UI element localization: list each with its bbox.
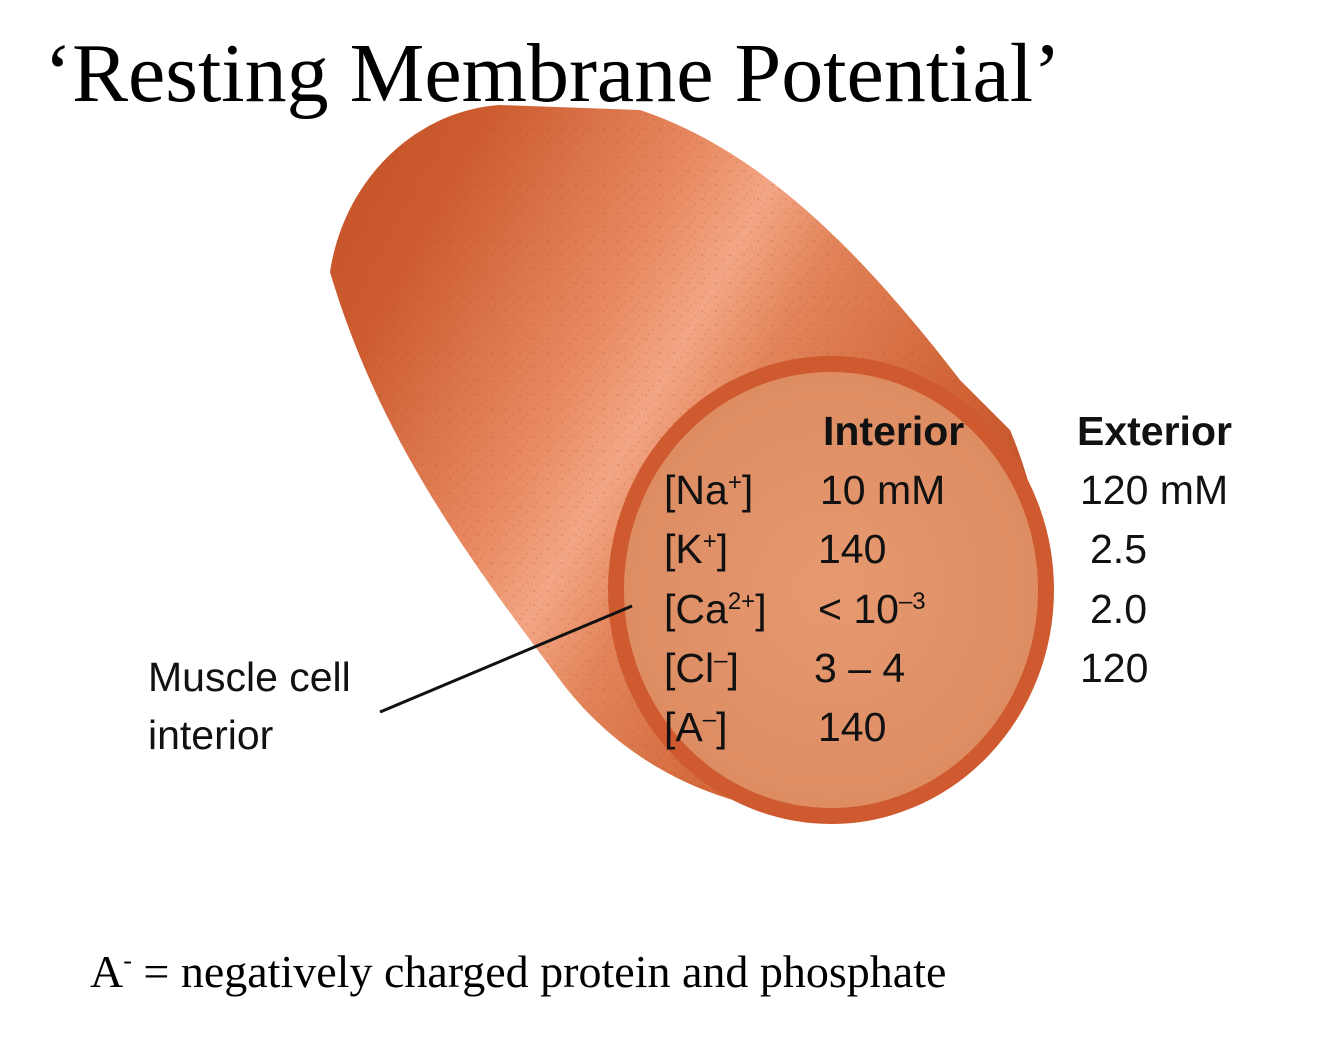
exterior-value-ca: 2.0 xyxy=(1090,586,1147,632)
exterior-header: Exterior xyxy=(1077,408,1232,454)
interior-value-na: 10 mM xyxy=(820,467,946,513)
ion-label-a: [A–] xyxy=(664,704,728,750)
exterior-value-cl: 120 xyxy=(1080,645,1149,691)
exterior-value-na: 120 mM xyxy=(1080,467,1229,513)
callout-line-1: Muscle cell xyxy=(148,654,351,700)
interior-value-cl: 3 – 4 xyxy=(814,645,906,691)
interior-value-a: 140 xyxy=(818,704,887,750)
ion-label-cl: [Cl–] xyxy=(664,645,739,691)
ion-label-ca: [Ca2+] xyxy=(664,586,767,632)
footnote: A- = negatively charged protein and phos… xyxy=(90,946,947,997)
exterior-value-k: 2.5 xyxy=(1090,526,1147,572)
interior-value-k: 140 xyxy=(818,526,887,572)
interior-header: Interior xyxy=(823,408,965,454)
callout-line-2: interior xyxy=(148,712,274,758)
callout-line xyxy=(379,604,633,714)
ion-label-k: [K+] xyxy=(664,526,729,572)
page-title: ‘Resting Membrane Potential’ xyxy=(44,27,1062,120)
ion-label-na: [Na+] xyxy=(664,467,754,513)
muscle-cell-interior-label: Muscle cell interior xyxy=(148,648,351,764)
cylinder-end-face xyxy=(608,356,1054,824)
interior-value-ca: < 10–3 xyxy=(818,586,926,632)
